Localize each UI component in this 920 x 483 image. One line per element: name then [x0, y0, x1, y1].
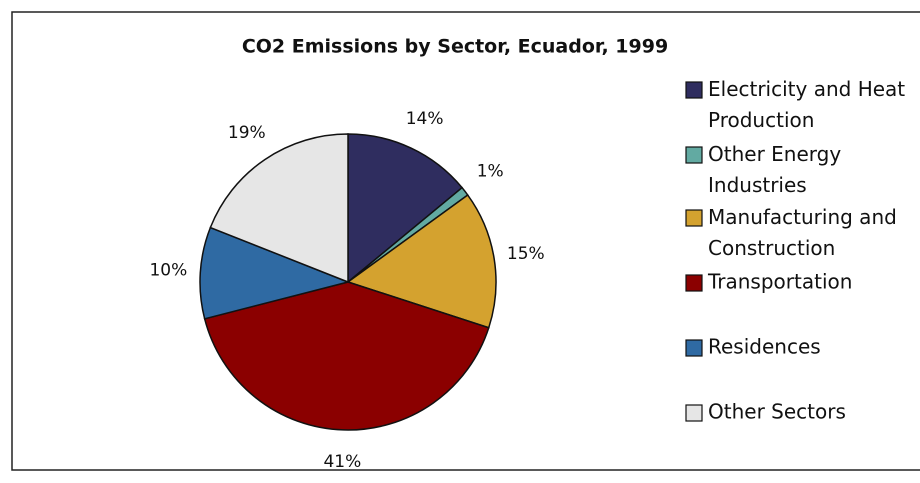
legend-swatch [685, 81, 703, 99]
legend-label: Manufacturing and Construction [708, 205, 897, 260]
legend-line: Production [708, 108, 814, 132]
legend-label: Other Sectors [708, 400, 846, 424]
pie-slice [347, 133, 464, 284]
legend-swatch [685, 404, 703, 422]
data-label: 1% [477, 162, 504, 182]
legend-line: Other Energy [708, 142, 841, 166]
data-label: 19% [228, 123, 266, 143]
data-label: 10% [149, 261, 187, 281]
legend-swatch [685, 146, 703, 164]
legend-label: Transportation [707, 270, 852, 294]
legend-line: Electricity and Heat [708, 77, 905, 101]
legend-swatch [685, 339, 703, 357]
data-label: 15% [507, 244, 545, 264]
legend-swatch [685, 209, 703, 227]
data-label: 41% [323, 452, 361, 472]
legend-label: Electricity and Heat Production [708, 77, 905, 132]
pie-slice [209, 133, 349, 284]
legend-swatch [685, 274, 703, 292]
chart-title: CO2 Emissions by Sector, Ecuador, 1999 [242, 36, 668, 58]
pie-slice [346, 193, 497, 329]
data-label: 14% [406, 109, 444, 129]
legend-line: Construction [708, 236, 835, 260]
legend-line: Manufacturing and [708, 205, 897, 229]
legend-label: Other Energy Industries [708, 142, 841, 197]
legend-line: Industries [708, 173, 807, 197]
pie-slice [203, 281, 490, 431]
chart-frame [11, 11, 920, 471]
legend-label: Residences [708, 335, 821, 359]
pie-slice [199, 226, 351, 320]
